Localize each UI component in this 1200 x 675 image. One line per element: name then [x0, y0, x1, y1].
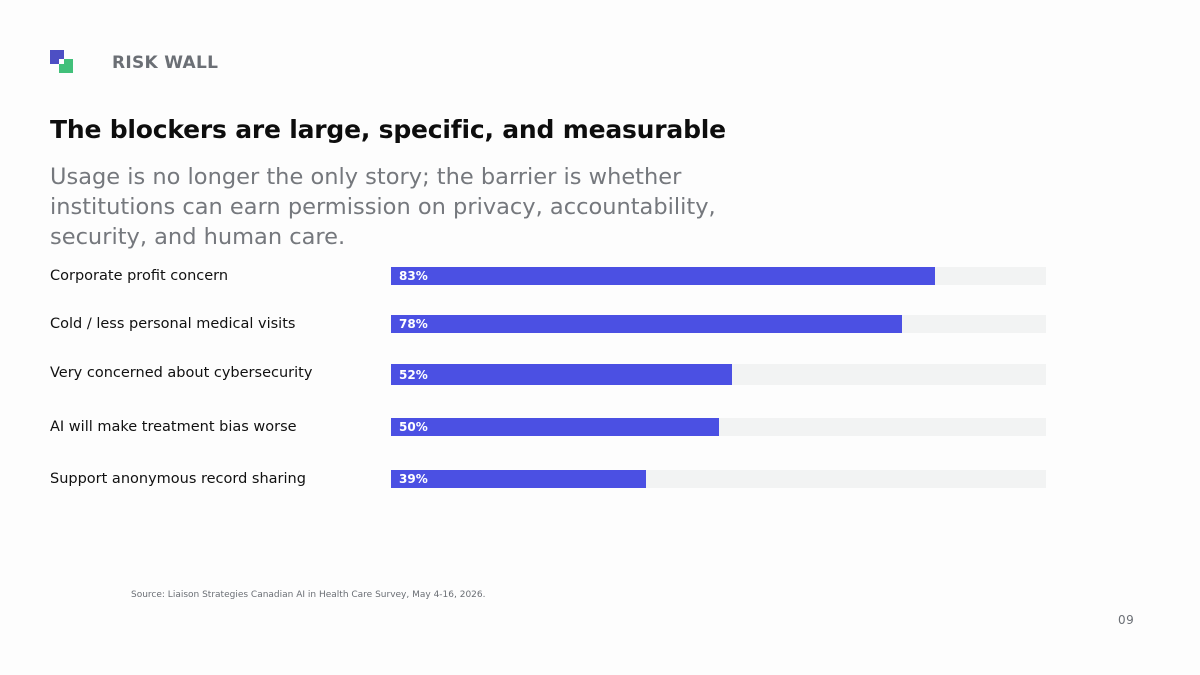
bar-label: Corporate profit concern — [50, 268, 229, 284]
source-note: Source: Liaison Strategies Canadian AI i… — [131, 590, 486, 600]
bar-label: Cold / less personal medical visits — [50, 316, 296, 332]
page-number: 09 — [1118, 613, 1135, 627]
bar-label: Support anonymous record sharing — [50, 471, 306, 487]
bar-track: 52% — [391, 364, 1046, 385]
bar-label: AI will make treatment bias worse — [50, 419, 297, 435]
bar: 78% — [391, 315, 902, 333]
section-label: RISK WALL — [112, 53, 219, 73]
bar-track: 83% — [391, 267, 1046, 285]
bar-value-label: 78% — [399, 317, 428, 331]
bar-value-label: 83% — [399, 269, 428, 283]
bar: 50% — [391, 418, 719, 436]
bar-track: 39% — [391, 470, 1046, 488]
bar: 39% — [391, 470, 647, 488]
brand-logo-icon — [50, 50, 74, 74]
slide-subtitle: Usage is no longer the only story; the b… — [50, 164, 716, 250]
bar-track: 78% — [391, 315, 1046, 333]
bar: 83% — [391, 267, 935, 285]
bar-label: Very concerned about cybersecurity — [50, 365, 313, 381]
bar: 52% — [391, 364, 732, 385]
bar-value-label: 50% — [399, 420, 428, 434]
bar-track: 50% — [391, 418, 1046, 436]
bar-value-label: 52% — [399, 367, 428, 382]
slide-title: The blockers are large, specific, and me… — [50, 115, 726, 144]
bar-value-label: 39% — [399, 472, 428, 486]
